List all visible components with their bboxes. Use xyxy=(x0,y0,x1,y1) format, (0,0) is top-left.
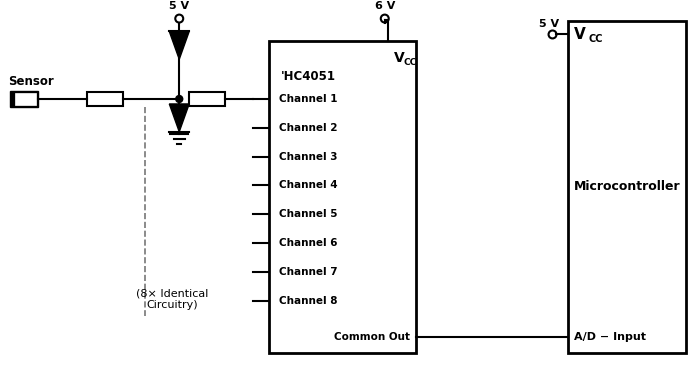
Text: Channel 8: Channel 8 xyxy=(279,296,337,305)
Text: Channel 3: Channel 3 xyxy=(279,152,337,161)
Text: CC: CC xyxy=(404,58,417,67)
Text: 'HC4051: 'HC4051 xyxy=(281,70,335,83)
Text: V: V xyxy=(575,27,586,42)
Text: 5 V: 5 V xyxy=(169,1,189,11)
Text: 5 V: 5 V xyxy=(538,19,559,29)
Bar xyxy=(15,93,36,105)
Bar xyxy=(10,91,38,107)
Text: CC: CC xyxy=(588,35,603,45)
Text: Channel 7: Channel 7 xyxy=(279,267,337,277)
Polygon shape xyxy=(169,104,189,132)
Text: V: V xyxy=(393,51,405,65)
Text: A/D − Input: A/D − Input xyxy=(575,332,646,342)
Bar xyxy=(189,92,225,106)
Text: Common Out: Common Out xyxy=(334,332,410,342)
Bar xyxy=(568,20,685,353)
Text: Sensor: Sensor xyxy=(8,75,54,88)
Bar xyxy=(87,92,122,106)
Text: Channel 6: Channel 6 xyxy=(279,238,337,248)
Polygon shape xyxy=(169,32,189,59)
Text: (8× Identical
Circuitry): (8× Identical Circuitry) xyxy=(136,289,209,310)
Text: Channel 5: Channel 5 xyxy=(279,209,337,219)
Text: 6 V: 6 V xyxy=(374,1,395,11)
Text: Microcontroller: Microcontroller xyxy=(574,180,680,193)
Circle shape xyxy=(176,95,183,102)
Text: Channel 2: Channel 2 xyxy=(279,123,337,133)
Bar xyxy=(269,42,416,353)
Text: Channel 4: Channel 4 xyxy=(279,180,337,190)
Text: Channel 1: Channel 1 xyxy=(279,94,337,104)
